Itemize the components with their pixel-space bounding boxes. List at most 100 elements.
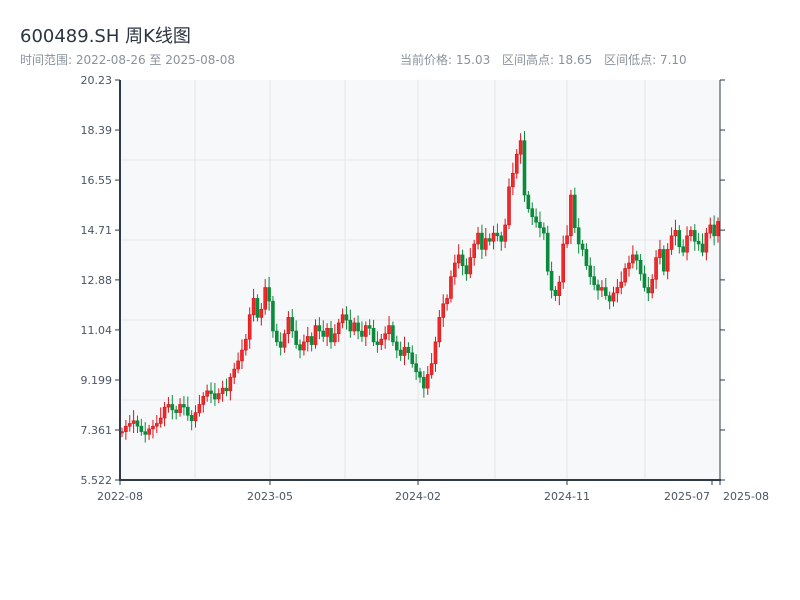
candle-up [197,404,202,413]
candle-up [665,249,670,272]
candle-up [193,412,198,422]
candle-up [244,338,248,351]
candle-down [414,363,418,373]
candle-down [213,393,217,400]
candle-down [700,243,705,253]
candle-up [333,333,337,343]
candle-down [553,289,558,296]
candle-down [321,330,326,337]
candle-down [170,404,175,411]
candle-up [236,360,240,370]
candle-up [627,262,631,269]
candle-down [360,330,364,337]
candle-up [468,257,473,275]
candle-down [278,341,283,348]
candle-down [592,276,596,286]
candle-down [185,406,190,416]
candle-down [646,287,651,294]
candle-up [232,368,237,378]
candle-up [240,349,244,362]
candle-down [309,336,314,345]
candle-up [379,338,384,345]
candle-down [255,298,260,318]
y-tick-label: 5.522 [81,474,113,487]
candle-down [530,208,535,218]
candle-up [623,268,627,283]
candle-up [631,254,635,264]
candle-up [654,257,658,280]
candle-up [340,314,345,324]
candle-up [704,232,709,253]
plot-area [120,80,720,480]
candle-down [580,243,585,250]
y-tick-label: 7.361 [81,424,113,437]
candle-down [499,235,504,242]
candle-down [367,325,372,329]
range-low: 区间低点: 7.10 [604,53,687,67]
candle-down [298,344,302,351]
candle-up [286,317,291,335]
candle-up [325,328,329,337]
current-price: 当前价格: 15.03 [400,53,491,67]
candle-down [275,330,279,343]
candle-up [247,314,252,340]
candle-up [402,347,407,356]
candle-up [685,235,689,253]
candle-up [673,230,678,237]
candle-up [155,423,159,427]
y-tick-label: 18.39 [81,124,113,137]
candle-up [205,390,209,397]
candle-up [619,281,624,288]
candle-up [476,232,480,245]
candle-down [495,232,500,237]
candle-up [708,224,713,234]
candle-down [573,194,577,228]
candle-up [313,325,318,345]
candle-up [565,235,569,245]
candle-up [263,287,267,310]
candle-up [456,254,461,264]
candle-up [441,303,446,318]
candle-down [662,249,666,272]
candle-up [251,298,256,316]
candle-up [127,423,132,427]
candle-up [131,420,136,424]
candle-down [317,325,322,332]
candle-down [271,300,275,332]
candle-down [209,390,213,394]
candle-up [600,287,604,291]
candle-up [689,230,693,237]
candle-down [545,232,550,272]
candle-down [371,328,376,343]
candle-up [166,404,171,408]
candle-down [189,415,194,422]
candle-down [681,246,685,253]
candle-down [460,254,465,267]
x-tick-label: 2024-02 [395,490,441,503]
candle-down [549,270,554,291]
candle-down [418,371,422,378]
candle-up [216,393,221,400]
candle-down [588,265,593,277]
candle-down [534,216,538,223]
candle-up [151,425,155,430]
candle-down [522,140,527,196]
candle-down [398,349,403,356]
candle-down [391,325,395,343]
candle-up [557,281,562,296]
candle-up [429,363,434,375]
candle-down [356,322,360,332]
candle-down [692,230,697,242]
candle-down [174,409,178,413]
candle-down [487,238,492,242]
candle-up [305,336,310,343]
candle-down [596,284,600,291]
candle-down [410,352,415,364]
x-tick-label: 2024-11 [544,490,590,503]
candle-down [677,230,682,248]
candle-up [449,276,453,299]
candle-up [561,243,565,283]
candle-up [302,341,306,351]
candle-up [147,428,151,435]
